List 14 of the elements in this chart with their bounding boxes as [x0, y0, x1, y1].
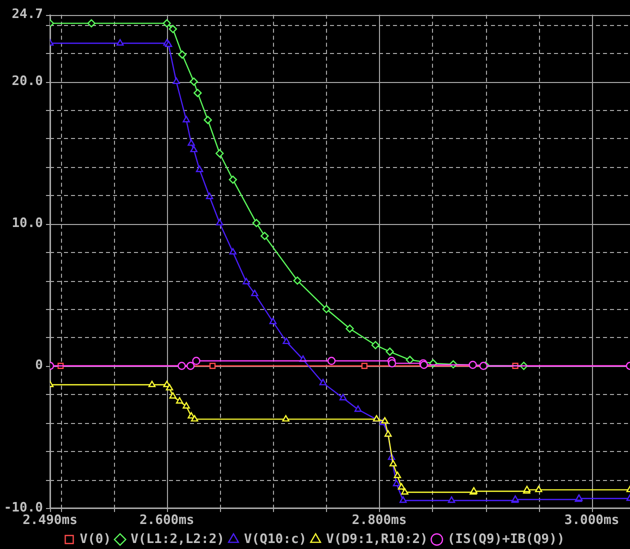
legend-label: V(D9:1,R10:2) — [326, 532, 428, 547]
x-tick-label: 2.800ms — [352, 513, 407, 528]
legend-label: (IS(Q9)+IB(Q9)) — [447, 532, 565, 547]
y-tick-label: 10.0 — [12, 216, 44, 232]
x-tick-label: 3.000ms — [564, 513, 620, 528]
x-tick-label: 2.600ms — [139, 513, 194, 528]
legend-label: V(0) — [80, 532, 112, 547]
x-tick-label: 2.490ms — [22, 513, 78, 528]
y-tick-label: 20.0 — [12, 74, 44, 89]
legend-label: V(Q10:c) — [244, 532, 307, 547]
y-tick-label: 0 — [35, 358, 44, 374]
legend-label: V(L1:2,L2:2) — [130, 532, 224, 547]
y-tick-label: -10.0 — [4, 500, 44, 516]
y-tick-label: 24.7 — [12, 7, 43, 22]
